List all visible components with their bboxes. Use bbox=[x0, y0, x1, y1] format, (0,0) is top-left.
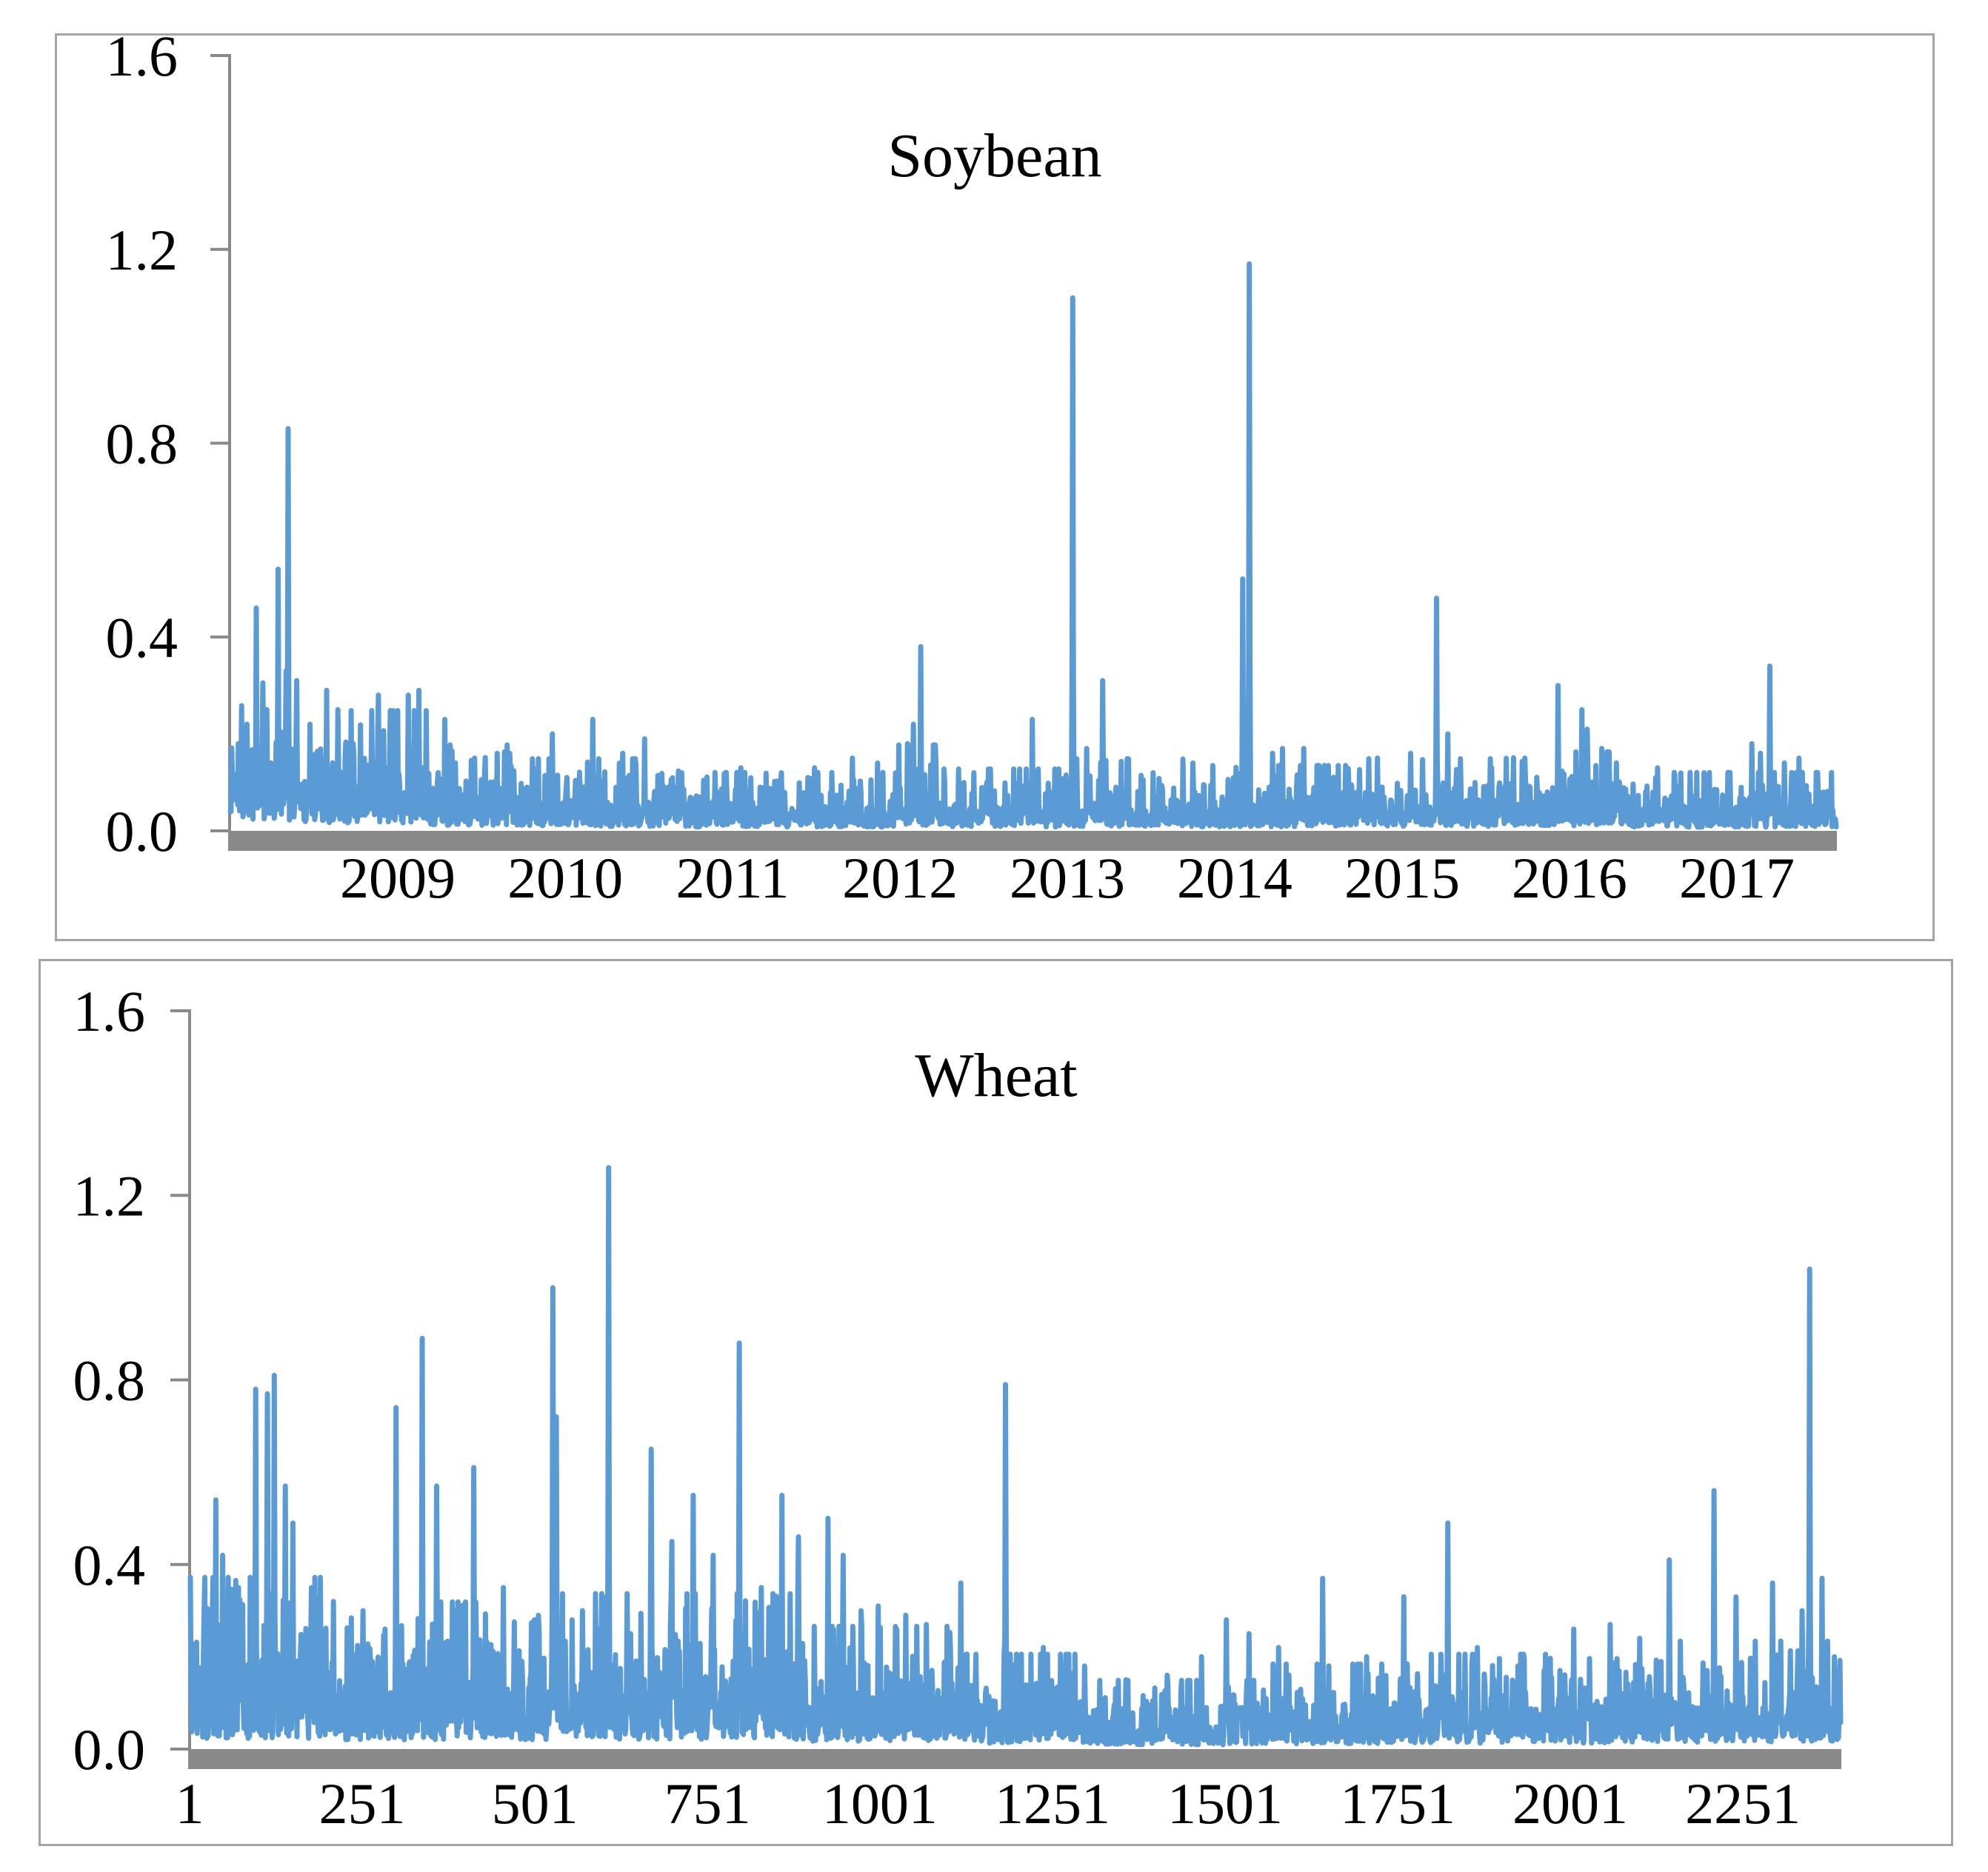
x-tick-label: 2014 bbox=[1177, 846, 1292, 910]
x-tick-label: 501 bbox=[492, 1771, 578, 1836]
chart-title: Wheat bbox=[915, 1041, 1077, 1110]
y-tick-label: 0.4 bbox=[106, 605, 179, 669]
x-tick-label: 1251 bbox=[995, 1771, 1110, 1836]
y-tick-label: 0.0 bbox=[73, 1717, 146, 1782]
y-tick-label: 1.6 bbox=[106, 36, 179, 88]
x-tick-label: 2251 bbox=[1685, 1771, 1801, 1836]
y-tick-label: 0.0 bbox=[106, 799, 179, 863]
x-tick-label: 1 bbox=[176, 1771, 204, 1836]
x-tick-label: 2017 bbox=[1679, 846, 1795, 910]
x-tick-label: 1751 bbox=[1340, 1771, 1455, 1836]
x-tick-label: 1001 bbox=[822, 1771, 938, 1836]
x-tick-label: 2010 bbox=[507, 846, 623, 910]
x-tick-label: 251 bbox=[319, 1771, 406, 1836]
y-tick-label: 1.2 bbox=[73, 1163, 146, 1228]
series-line bbox=[187, 1165, 1844, 1748]
y-tick-label: 1.2 bbox=[106, 218, 179, 282]
soybean-chart-panel: 1.6 1.2 0.8 0.4 0.0 2009 2010 2011 2012 2013 2014 2… bbox=[55, 33, 1935, 941]
chart-title: Soybean bbox=[887, 121, 1101, 190]
x-tick-label: 2001 bbox=[1512, 1771, 1628, 1836]
y-tick-label: 0.8 bbox=[73, 1348, 146, 1413]
y-tick-label: 0.4 bbox=[73, 1533, 146, 1597]
x-tick-label: 2013 bbox=[1010, 846, 1125, 910]
x-tick-label: 1501 bbox=[1167, 1771, 1283, 1836]
x-axis-baseline-bar bbox=[190, 1749, 1841, 1769]
y-tick-label: 1.6 bbox=[73, 979, 146, 1043]
wheat-chart-panel: 1.6 1.2 0.8 0.4 0.0 1 251 501 751 1001 1251 1501 175… bbox=[39, 959, 1953, 1846]
x-tick-label: 2016 bbox=[1512, 846, 1627, 910]
x-tick-label: 751 bbox=[664, 1771, 751, 1836]
series-line bbox=[227, 261, 1839, 830]
x-tick-label: 2015 bbox=[1344, 846, 1460, 910]
y-tick-label: 0.8 bbox=[106, 412, 179, 476]
x-tick-label: 2012 bbox=[842, 846, 958, 910]
x-tick-label: 2011 bbox=[676, 846, 789, 910]
soybean-plot: 1.6 1.2 0.8 0.4 0.0 2009 2010 2011 2012 2013 2014 2… bbox=[106, 36, 1839, 910]
x-axis-baseline-bar bbox=[230, 831, 1837, 851]
wheat-plot: 1.61.20.80.40.01 251 501 751 1001 1251 1501 175… bbox=[73, 979, 1844, 1836]
x-tick-label: 2009 bbox=[340, 846, 456, 910]
